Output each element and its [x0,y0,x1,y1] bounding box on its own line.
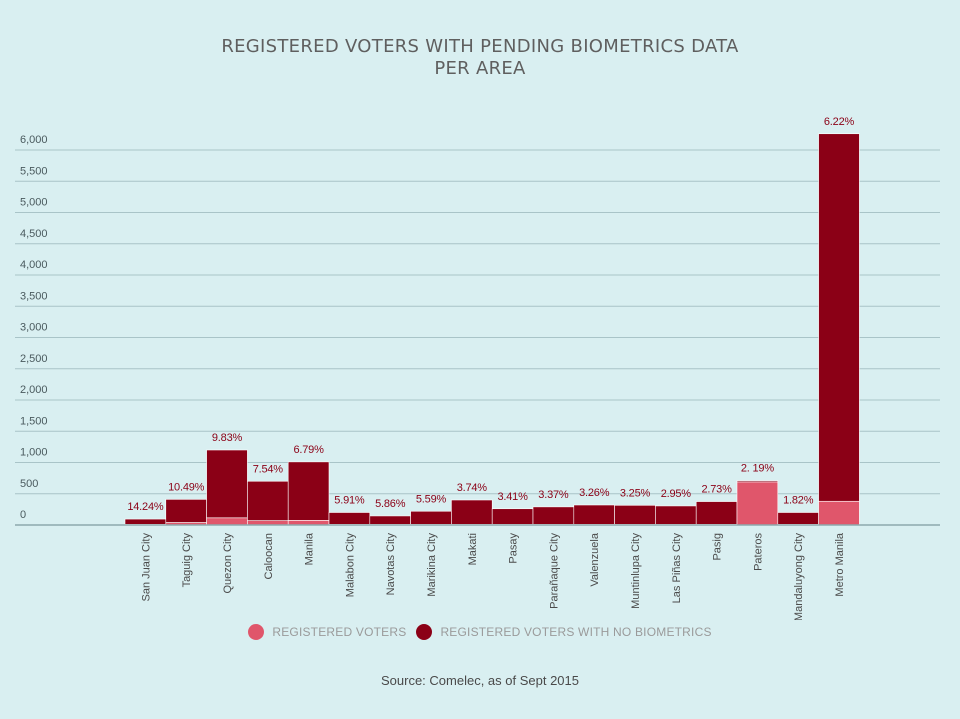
bar-no-biometrics [206,449,248,519]
x-tick-label: Las Piñas City [671,533,683,604]
x-tick-label: Makati [467,533,479,565]
bar-no-biometrics [573,504,615,525]
data-label: 2.73% [701,484,732,496]
data-label: 7.54% [253,463,284,475]
x-tick-label: Taguig City [181,533,193,588]
x-tick-label: Manila [304,532,316,565]
bar-registered [818,500,860,526]
data-label: 10.49% [168,481,205,493]
bar-no-biometrics [165,499,207,523]
bar-registered [206,517,248,526]
y-tick-label: 0 [20,509,26,521]
y-tick-label: 1,000 [20,447,48,459]
source-note: Source: Comelec, as of Sept 2015 [380,673,579,688]
y-tick-label: 4,500 [20,228,48,240]
data-label: 14.24% [127,501,164,513]
x-tick-label: Muntinlupa City [630,533,642,609]
gridlines: 0 500 1,000 1,500 2,000 2,500 3,000 3,500 4,000 4… [15,134,940,521]
x-tick-label: Valenzuela [589,532,601,586]
legend: REGISTERED VOTERS REGISTERED VOTERS WITH… [0,624,960,640]
data-label: 3.37% [538,489,569,501]
x-tick-label: Metro Manila [834,532,846,596]
x-tick-label: Pateros [752,533,764,571]
y-tick-label: 3,500 [20,290,48,302]
bar-chart: 0 500 1,000 1,500 2,000 2,500 3,000 3,500 4,000 4… [15,116,940,620]
x-tick-labels: San Juan City Taguig City Quezon City Caloo… [140,532,846,620]
data-label: 5.91% [334,495,365,507]
bar-no-biometrics [655,505,697,525]
data-label: 5.59% [416,493,447,505]
y-tick-label: 2,500 [20,353,48,365]
bar-no-biometrics [491,508,534,525]
data-label: 3.26% [579,487,610,499]
bar-no-biometrics [614,505,656,525]
data-label: 9.83% [212,432,243,444]
y-tick-label: 4,000 [20,259,48,271]
bar-no-biometrics [328,512,371,525]
data-label: 2.95% [661,488,692,500]
bars [124,133,860,526]
bar-no-biometrics [410,510,452,525]
y-tick-label: 6,000 [20,134,48,146]
bar-no-biometrics [247,480,289,521]
x-tick-label: Pasay [508,533,520,564]
legend-swatch-no-biometrics [416,624,433,640]
bar-no-biometrics [124,518,167,525]
chart-title-line2: PER AREA [434,58,526,79]
chart-title-line1: REGISTERED VOTERS WITH PENDING BIOMETRIC… [221,36,739,57]
x-tick-label: Quezon City [222,533,234,594]
legend-label-no-biometrics: REGISTERED VOTERS WITH NO BIOMETRICS [440,625,712,639]
data-label: 3.25% [620,487,651,499]
legend-swatch-registered [248,624,265,640]
x-tick-label: Navotas City [385,533,397,596]
bar-no-biometrics [532,506,575,525]
x-tick-label: Mandaluyong City [793,533,805,620]
data-label: 6.79% [293,444,324,456]
bar-no-biometrics [777,512,819,525]
y-tick-label: 1,500 [20,415,48,427]
bar-no-biometrics [736,480,779,483]
y-tick-label: 5,500 [20,165,48,177]
x-tick-label: Pasig [712,533,724,561]
bar-no-biometrics [818,133,860,502]
chart-title: REGISTERED VOTERS WITH PENDING BIOMETRIC… [0,36,960,80]
data-label: 6.22% [824,116,855,128]
y-tick-label: 2,000 [20,384,48,396]
data-labels: 14.24% 10.49% 9.83% 7.54% 6.79% 5.91% 5.86% 5.5… [127,116,854,513]
data-label: 2. 19% [741,463,774,475]
bar-no-biometrics [695,501,738,525]
bar-no-biometrics [287,461,330,521]
bar-registered [736,481,779,526]
y-tick-label: 500 [20,478,38,490]
x-tick-label: San Juan City [140,533,152,602]
legend-label-registered: REGISTERED VOTERS [272,625,407,639]
data-label: 3.74% [457,482,488,494]
legend-item-no-biometrics: REGISTERED VOTERS WITH NO BIOMETRICS [416,624,711,640]
x-tick-label: Marikina City [426,533,438,597]
bar-no-biometrics [451,499,493,525]
x-tick-label: Parañaque City [548,533,560,609]
bar-no-biometrics [369,515,411,525]
data-label: 1.82% [783,495,814,507]
y-tick-label: 3,000 [20,322,48,334]
y-tick-label: 5,000 [20,197,48,209]
x-tick-label: Malabon City [344,533,356,598]
data-label: 3.41% [497,491,528,503]
x-tick-label: Caloocan [263,533,275,579]
data-label: 5.86% [375,498,406,510]
legend-item-registered: REGISTERED VOTERS [248,624,406,640]
